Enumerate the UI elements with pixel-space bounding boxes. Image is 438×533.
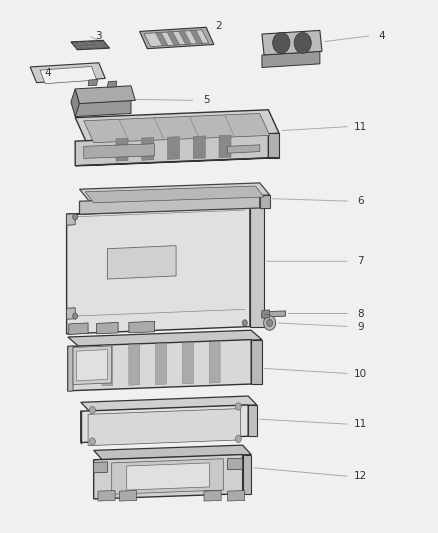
Polygon shape [262, 311, 286, 317]
Polygon shape [183, 342, 193, 384]
Polygon shape [67, 207, 250, 334]
Text: 4: 4 [379, 30, 385, 41]
Polygon shape [193, 136, 205, 158]
Polygon shape [142, 138, 154, 160]
Polygon shape [167, 136, 180, 159]
Polygon shape [209, 342, 220, 383]
Circle shape [272, 33, 290, 53]
Polygon shape [262, 310, 270, 318]
Polygon shape [79, 195, 260, 214]
Polygon shape [98, 490, 115, 501]
Polygon shape [81, 396, 257, 411]
Polygon shape [73, 346, 112, 384]
Polygon shape [129, 344, 140, 385]
Polygon shape [167, 31, 180, 45]
Circle shape [73, 313, 78, 319]
Polygon shape [155, 33, 168, 46]
Polygon shape [107, 81, 117, 87]
Polygon shape [268, 133, 279, 158]
Text: 10: 10 [354, 369, 367, 378]
Polygon shape [68, 346, 73, 391]
Polygon shape [75, 86, 135, 103]
Circle shape [267, 319, 272, 327]
Polygon shape [102, 345, 113, 386]
Polygon shape [219, 135, 231, 158]
Circle shape [235, 403, 241, 410]
Polygon shape [112, 459, 223, 494]
Circle shape [73, 214, 78, 220]
Polygon shape [68, 330, 262, 346]
Polygon shape [204, 490, 221, 501]
Polygon shape [262, 51, 320, 68]
Polygon shape [71, 41, 110, 50]
Polygon shape [228, 145, 260, 153]
Polygon shape [67, 308, 75, 319]
Polygon shape [68, 340, 251, 391]
Polygon shape [88, 79, 98, 86]
Polygon shape [75, 158, 279, 166]
Text: 9: 9 [357, 321, 364, 332]
Polygon shape [251, 340, 262, 384]
Polygon shape [140, 27, 214, 49]
Polygon shape [107, 246, 176, 279]
Polygon shape [75, 110, 279, 141]
Polygon shape [94, 445, 251, 460]
Text: 6: 6 [357, 196, 364, 206]
Polygon shape [75, 100, 131, 117]
Polygon shape [79, 183, 270, 201]
Circle shape [89, 407, 95, 414]
Polygon shape [179, 31, 191, 44]
Text: 11: 11 [354, 122, 367, 132]
Polygon shape [40, 67, 97, 84]
Text: 5: 5 [203, 95, 209, 106]
Polygon shape [228, 458, 243, 470]
Polygon shape [116, 138, 128, 161]
Polygon shape [75, 133, 268, 166]
Polygon shape [84, 114, 270, 143]
Polygon shape [262, 30, 322, 55]
Polygon shape [144, 30, 208, 46]
Circle shape [235, 435, 241, 442]
Polygon shape [84, 144, 155, 158]
Polygon shape [190, 30, 203, 44]
Polygon shape [129, 321, 155, 333]
Polygon shape [120, 490, 137, 501]
Text: 4: 4 [44, 68, 51, 78]
Polygon shape [88, 409, 240, 446]
Polygon shape [71, 89, 79, 117]
Polygon shape [69, 323, 88, 334]
Polygon shape [248, 405, 257, 436]
Text: 3: 3 [95, 30, 102, 41]
Polygon shape [127, 463, 209, 490]
Polygon shape [228, 490, 245, 501]
Polygon shape [243, 455, 251, 494]
Polygon shape [81, 405, 248, 442]
Polygon shape [260, 195, 270, 208]
Polygon shape [85, 186, 264, 203]
Text: 7: 7 [357, 256, 364, 266]
Polygon shape [67, 207, 264, 214]
Text: 8: 8 [357, 309, 364, 319]
Polygon shape [30, 63, 105, 83]
Polygon shape [67, 214, 75, 225]
Polygon shape [94, 455, 243, 499]
Polygon shape [155, 343, 166, 384]
Text: 2: 2 [215, 21, 223, 31]
Polygon shape [77, 350, 107, 381]
Text: 12: 12 [354, 472, 367, 481]
Circle shape [264, 316, 276, 330]
Polygon shape [97, 322, 118, 334]
Text: 11: 11 [354, 419, 367, 429]
Circle shape [294, 33, 311, 53]
Polygon shape [94, 462, 107, 473]
Circle shape [242, 320, 247, 326]
Polygon shape [250, 207, 264, 327]
Circle shape [89, 438, 95, 445]
